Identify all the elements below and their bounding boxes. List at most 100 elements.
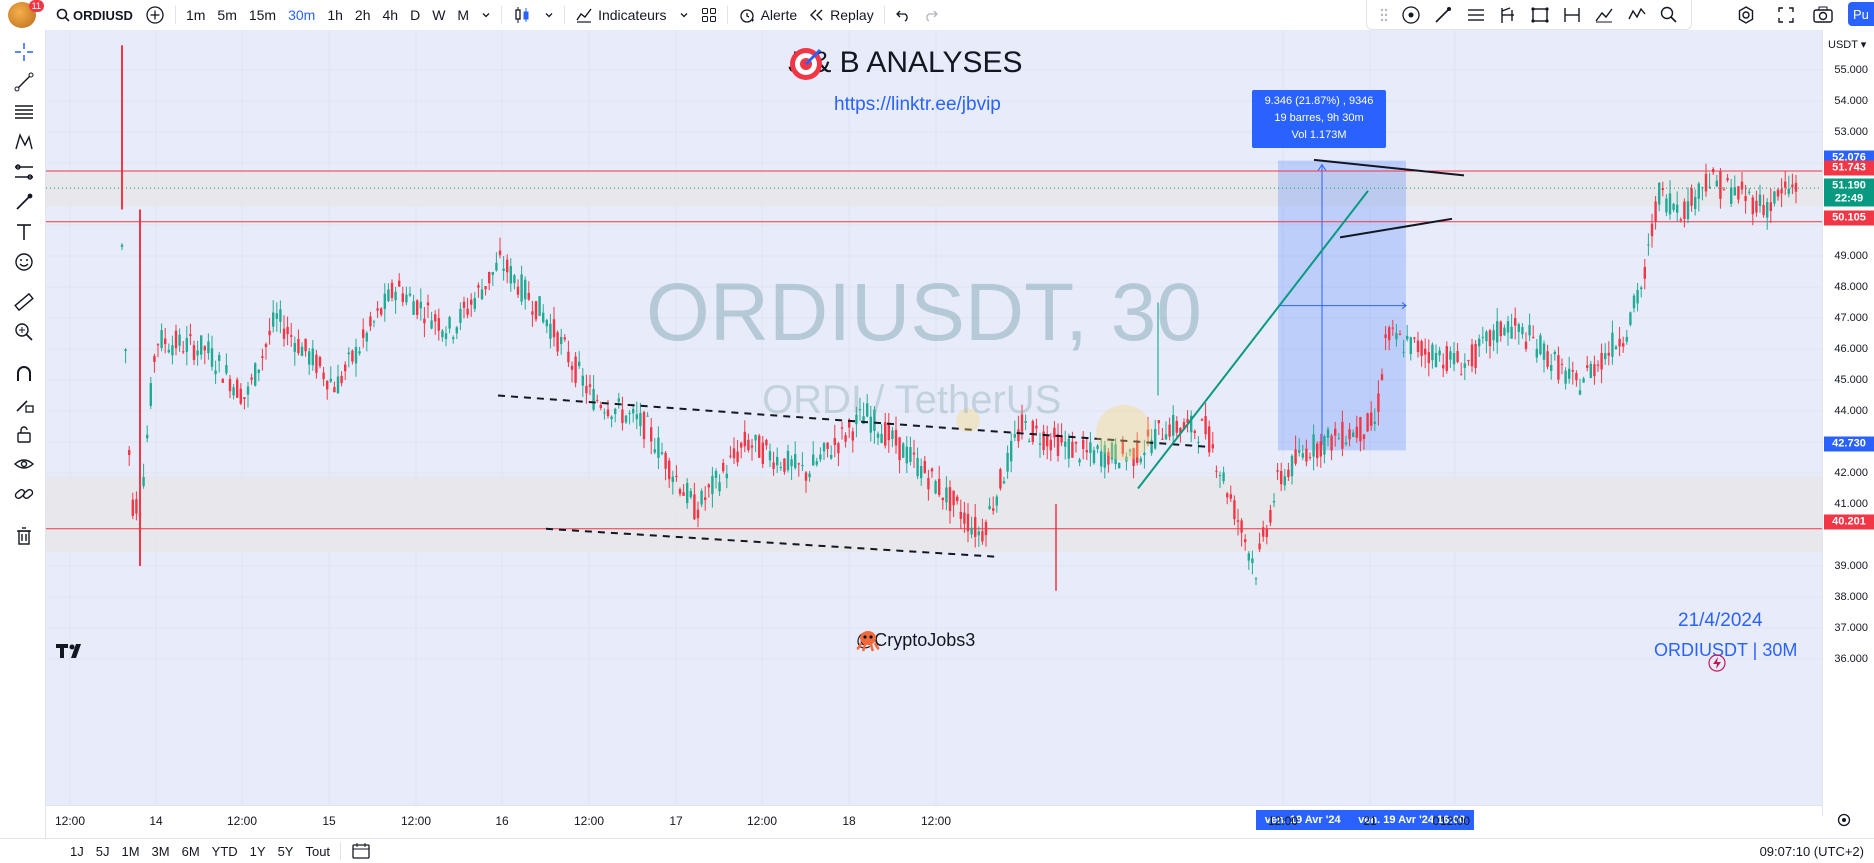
chart-type-dropdown[interactable] bbox=[538, 0, 560, 30]
range-6m[interactable]: 6M bbox=[181, 843, 200, 859]
time-axis[interactable]: ven. 19 Avr '24 ven. 19 Avr '24 16:00 0 … bbox=[46, 805, 1851, 835]
range-ytd[interactable]: YTD bbox=[211, 843, 238, 859]
fib-tool[interactable] bbox=[12, 100, 36, 124]
candle-body bbox=[545, 320, 548, 327]
timeframe-2h[interactable]: 2h bbox=[354, 7, 371, 23]
candle-body bbox=[369, 316, 372, 327]
calendar-range-icon[interactable] bbox=[351, 842, 371, 860]
candle-body bbox=[1355, 426, 1358, 438]
indicators-dropdown[interactable] bbox=[673, 0, 695, 30]
lightning-icon[interactable] bbox=[1708, 654, 1726, 672]
drag-handle-icon[interactable] bbox=[1379, 7, 1389, 23]
undo-button[interactable] bbox=[889, 0, 917, 30]
range-tout[interactable]: Tout bbox=[305, 843, 331, 859]
range-1y[interactable]: 1Y bbox=[249, 843, 266, 859]
candle-body bbox=[844, 435, 847, 442]
range-5y[interactable]: 5Y bbox=[277, 843, 294, 859]
fork-icon[interactable] bbox=[1498, 5, 1518, 25]
replay-button[interactable]: Replay bbox=[803, 0, 880, 30]
timeframe-D[interactable]: D bbox=[410, 7, 421, 23]
text-tool[interactable] bbox=[12, 220, 36, 244]
compare-button[interactable] bbox=[139, 0, 171, 30]
range-3m[interactable]: 3M bbox=[151, 843, 170, 859]
candle-body bbox=[653, 449, 656, 453]
timeframe-1m[interactable]: 1m bbox=[185, 7, 206, 23]
lock-draw-tool[interactable] bbox=[12, 392, 36, 416]
settings-icon[interactable] bbox=[1736, 5, 1756, 25]
zoom-icon[interactable] bbox=[1659, 5, 1679, 25]
candle-body bbox=[347, 352, 350, 355]
chart-pane[interactable]: ORDIUSDT, 30 ORDI / TetherUS J & B ANALY… bbox=[46, 30, 1822, 816]
forecast-tool[interactable] bbox=[12, 160, 36, 184]
brush-tool[interactable] bbox=[12, 190, 36, 214]
avatar[interactable]: 11 bbox=[8, 0, 44, 28]
range-1j[interactable]: 1J bbox=[70, 843, 84, 859]
candle-body bbox=[1341, 421, 1344, 449]
range-1m[interactable]: 1M bbox=[121, 843, 140, 859]
trendline-tool[interactable] bbox=[12, 70, 36, 94]
layouts-button[interactable] bbox=[695, 0, 723, 30]
alert-button[interactable]: Alerte bbox=[732, 0, 804, 30]
candle-body bbox=[970, 527, 973, 535]
indicators-button[interactable]: Indicateurs bbox=[569, 0, 672, 30]
time-tick: 12:00 bbox=[54, 814, 86, 828]
candle-body bbox=[1290, 455, 1294, 477]
emoji-tool[interactable] bbox=[12, 250, 36, 274]
candle-body bbox=[1337, 438, 1340, 440]
lock-tool[interactable] bbox=[12, 422, 36, 446]
timeframe-dropdown[interactable] bbox=[475, 0, 497, 30]
timeframe-4h[interactable]: 4h bbox=[382, 7, 399, 23]
notification-badge: 11 bbox=[28, 0, 44, 12]
candle-body bbox=[207, 341, 210, 354]
range-icon[interactable] bbox=[1562, 5, 1582, 25]
crosshair-tool[interactable] bbox=[12, 40, 36, 64]
candle-body bbox=[858, 409, 862, 411]
target-icon[interactable] bbox=[1401, 5, 1421, 25]
pattern-icon[interactable] bbox=[1594, 5, 1614, 25]
candle-body bbox=[452, 337, 455, 340]
timeframe-5m[interactable]: 5m bbox=[217, 7, 237, 23]
rectangle-icon[interactable] bbox=[1530, 5, 1550, 25]
zoom-tool[interactable] bbox=[12, 320, 36, 344]
chart-type-button[interactable] bbox=[506, 0, 538, 30]
timeframe-W[interactable]: W bbox=[432, 7, 446, 23]
timeframe-15m[interactable]: 15m bbox=[248, 7, 277, 23]
range-5j[interactable]: 5J bbox=[95, 843, 110, 859]
price-tick: 46.000 bbox=[1834, 343, 1868, 355]
delete-tool[interactable] bbox=[12, 524, 36, 548]
chart-canvas[interactable] bbox=[46, 30, 1822, 816]
candle-body bbox=[531, 311, 534, 315]
candle-body bbox=[146, 434, 149, 439]
candle-body bbox=[412, 301, 415, 315]
symbol-search-button[interactable]: ORDIUSD bbox=[50, 0, 139, 30]
brush-icon[interactable] bbox=[1433, 5, 1453, 25]
ruler-tool[interactable] bbox=[12, 290, 36, 314]
wave-icon[interactable] bbox=[1627, 5, 1647, 25]
candle-body bbox=[534, 301, 538, 320]
candle-body bbox=[1236, 520, 1240, 522]
candle-body bbox=[826, 442, 829, 449]
pattern-tool[interactable] bbox=[12, 130, 36, 154]
redo-button[interactable] bbox=[917, 0, 945, 30]
settings-icon[interactable] bbox=[1836, 812, 1852, 828]
candle-body bbox=[776, 456, 779, 466]
price-tick: 39.000 bbox=[1834, 560, 1868, 572]
candle-body bbox=[538, 296, 541, 316]
currency-selector[interactable]: USDT ▾ bbox=[1828, 39, 1867, 51]
timeframe-M[interactable]: M bbox=[457, 7, 470, 23]
timeframe-30m[interactable]: 30m bbox=[288, 7, 316, 23]
publish-button[interactable]: Pu bbox=[1848, 2, 1874, 26]
timeframe-1h[interactable]: 1h bbox=[327, 7, 343, 23]
magnet-tool[interactable] bbox=[12, 362, 36, 386]
clock[interactable]: 09:07:10 (UTC+2) bbox=[1759, 844, 1864, 859]
price-axis[interactable]: USDT ▾ 55.000 54.000 53.000 49.000 48.000 47.… bbox=[1822, 30, 1874, 816]
link-tool[interactable] bbox=[12, 482, 36, 506]
link-text[interactable]: https://linktr.ee/jbvip bbox=[834, 94, 1001, 115]
fullscreen-icon[interactable] bbox=[1776, 5, 1796, 25]
candle-body bbox=[948, 487, 952, 512]
candle-body bbox=[1690, 188, 1693, 206]
visibility-tool[interactable] bbox=[12, 452, 36, 476]
lines-icon[interactable] bbox=[1466, 5, 1486, 25]
candle-body bbox=[1056, 434, 1060, 456]
camera-icon[interactable] bbox=[1812, 5, 1834, 25]
